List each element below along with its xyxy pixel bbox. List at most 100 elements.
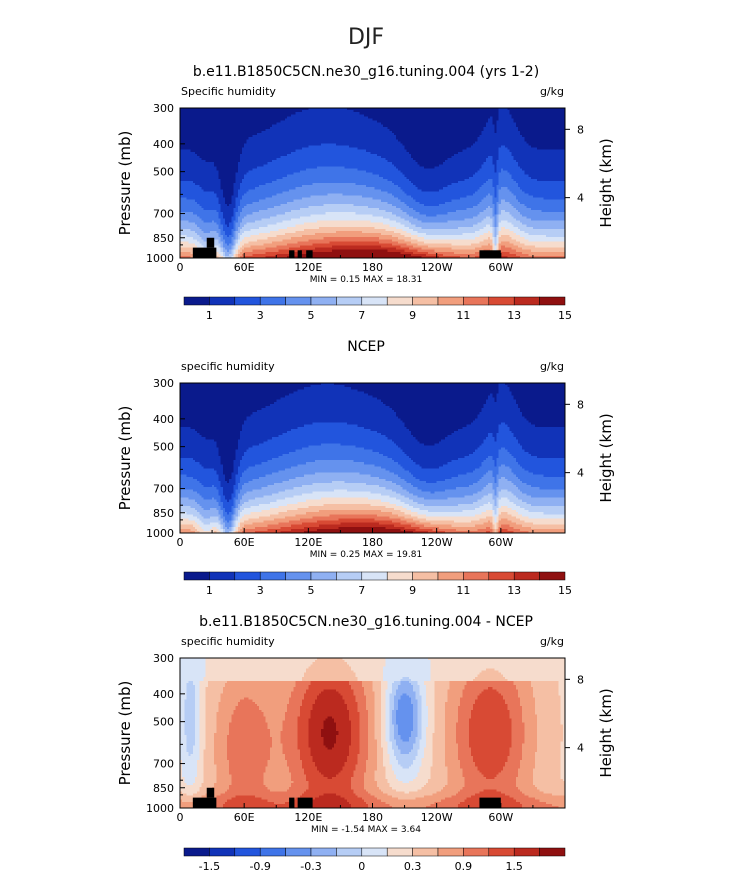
heatmap-cell bbox=[190, 185, 194, 188]
heatmap-cell bbox=[199, 137, 202, 140]
heatmap-cell bbox=[214, 176, 217, 180]
heatmap-cell bbox=[214, 135, 217, 138]
heatmap-cell bbox=[237, 222, 241, 226]
heatmap-cell bbox=[231, 214, 235, 217]
heatmap-cell bbox=[205, 164, 209, 167]
heatmap-cell bbox=[222, 170, 226, 174]
heatmap-cell bbox=[216, 247, 220, 251]
heatmap-cell bbox=[218, 222, 222, 226]
heatmap-cell bbox=[199, 149, 202, 153]
heatmap-cell bbox=[192, 122, 196, 126]
heatmap-cell bbox=[242, 245, 245, 249]
heatmap-cell bbox=[244, 120, 247, 124]
heatmap-cell bbox=[235, 193, 239, 197]
heatmap-cell bbox=[218, 180, 222, 184]
heatmap-cell bbox=[188, 126, 192, 130]
heatmap-cell bbox=[194, 143, 198, 147]
heatmap-cell bbox=[180, 151, 183, 155]
heatmap-cell bbox=[203, 228, 207, 232]
heatmap-cell bbox=[231, 189, 235, 192]
heatmap-cell bbox=[233, 183, 237, 186]
heatmap-cell bbox=[188, 180, 192, 184]
heatmap-cell bbox=[199, 237, 202, 240]
heatmap-cell bbox=[203, 187, 207, 190]
heatmap-cell bbox=[237, 145, 241, 149]
heatmap-cell bbox=[244, 126, 247, 130]
heatmap-cell bbox=[186, 168, 190, 172]
heatmap-cell bbox=[203, 170, 207, 174]
heatmap-cell bbox=[220, 245, 224, 249]
heatmap-cell bbox=[194, 245, 198, 249]
heatmap-cell bbox=[192, 166, 196, 170]
heatmap-cell bbox=[201, 230, 205, 234]
heatmap-cell bbox=[188, 112, 192, 115]
heatmap-cell bbox=[229, 137, 232, 140]
heatmap-cell bbox=[220, 199, 224, 203]
heatmap-cell bbox=[244, 249, 247, 253]
heatmap-cell bbox=[201, 133, 205, 136]
heatmap-cell bbox=[212, 143, 215, 147]
heatmap-cell bbox=[214, 197, 217, 201]
heatmap-cell bbox=[231, 172, 235, 176]
heatmap-cell bbox=[216, 164, 220, 167]
heatmap-cell bbox=[207, 191, 211, 195]
heatmap-cell bbox=[190, 158, 194, 161]
heatmap-cell bbox=[233, 137, 237, 140]
heatmap-cell bbox=[246, 162, 250, 165]
heatmap-cell bbox=[244, 195, 247, 199]
heatmap-cell bbox=[231, 230, 235, 234]
heatmap-cell bbox=[229, 235, 232, 238]
heatmap-cell bbox=[209, 191, 213, 195]
heatmap-cell bbox=[222, 214, 226, 217]
heatmap-cell bbox=[222, 201, 226, 205]
heatmap-cell bbox=[207, 228, 211, 232]
heatmap-cell bbox=[203, 241, 207, 245]
heatmap-cell bbox=[231, 233, 235, 236]
heatmap-cell bbox=[197, 185, 200, 188]
heatmap-cell bbox=[197, 195, 200, 199]
heatmap-cell bbox=[199, 210, 202, 213]
heatmap-cell bbox=[194, 228, 198, 232]
heatmap-cell bbox=[184, 214, 188, 217]
heatmap-cell bbox=[212, 139, 215, 142]
heatmap-cell bbox=[231, 255, 235, 259]
heatmap-cell bbox=[201, 155, 205, 159]
heatmap-cell bbox=[190, 174, 194, 178]
heatmap-cell bbox=[194, 166, 198, 170]
heatmap-cell bbox=[222, 168, 226, 172]
heatmap-cell bbox=[207, 172, 211, 176]
heatmap-cell bbox=[186, 224, 190, 228]
heatmap-cell bbox=[229, 210, 232, 213]
heatmap-cell bbox=[190, 249, 194, 253]
heatmap-cell bbox=[190, 166, 194, 170]
heatmap-cell bbox=[218, 241, 222, 245]
heatmap-cell bbox=[199, 226, 202, 230]
heatmap-cell bbox=[194, 230, 198, 234]
heatmap-cell bbox=[233, 199, 237, 203]
heatmap-cell bbox=[227, 172, 230, 176]
heatmap-cell bbox=[201, 151, 205, 155]
heatmap-cell bbox=[227, 251, 230, 255]
heatmap-cell bbox=[209, 224, 213, 228]
heatmap-cell bbox=[203, 218, 207, 222]
heatmap-cell bbox=[214, 189, 217, 192]
heatmap-cell bbox=[205, 149, 209, 153]
heatmap-cell bbox=[190, 205, 194, 209]
heatmap-cell bbox=[201, 197, 205, 201]
heatmap-cell bbox=[229, 233, 232, 236]
heatmap-cell bbox=[222, 195, 226, 199]
heatmap-cell bbox=[227, 185, 230, 188]
heatmap-cell bbox=[199, 214, 202, 217]
heatmap-cell bbox=[231, 191, 235, 195]
heatmap-cell bbox=[235, 145, 239, 149]
heatmap-cell bbox=[220, 185, 224, 188]
heatmap-cell bbox=[205, 145, 209, 149]
heatmap-cell bbox=[190, 199, 194, 203]
heatmap-cell bbox=[207, 212, 211, 215]
heatmap-cell bbox=[237, 199, 241, 203]
heatmap-cell bbox=[192, 135, 196, 138]
heatmap-cell bbox=[231, 193, 235, 197]
heatmap-cell bbox=[180, 118, 183, 122]
heatmap-cell bbox=[199, 230, 202, 234]
heatmap-cell bbox=[186, 108, 190, 111]
